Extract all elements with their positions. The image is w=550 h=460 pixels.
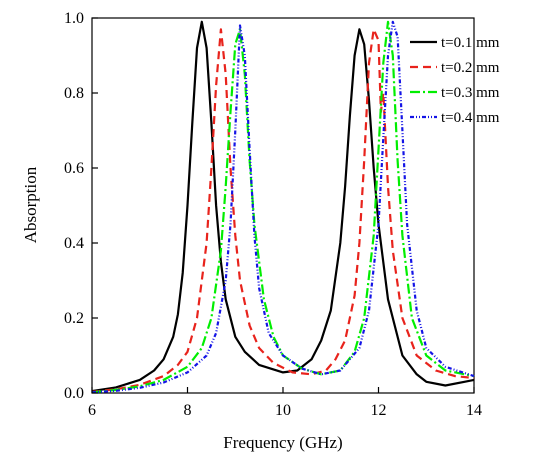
ticks-layer: 6 8 10 12 14 0.0 0.2 0.4 0.6 0.8 1.0 [64, 10, 482, 419]
y-axis-title: Absorption [21, 166, 40, 243]
legend-label-1: t=0.1 mm [441, 35, 500, 51]
x-tick-label: 10 [275, 402, 291, 419]
x-tick-label: 12 [371, 402, 387, 419]
y-tick-label: 0.0 [64, 385, 84, 402]
series-line-1 [91, 20, 475, 393]
y-tick-label: 0.2 [64, 310, 84, 327]
y-tick-label: 0.4 [64, 235, 84, 252]
series-line-3 [91, 20, 475, 394]
series-line-4 [91, 20, 475, 394]
plot-frame [91, 17, 475, 394]
series-line-2 [91, 28, 475, 393]
x-axis-title: Frequency (GHz) [223, 433, 342, 452]
y-tick-label: 1.0 [64, 10, 84, 27]
series-layer [91, 20, 475, 394]
y-tick-label: 0.8 [64, 85, 84, 102]
legend-label-3: t=0.3 mm [441, 85, 500, 101]
y-tick-label: 0.6 [64, 160, 84, 177]
legend: t=0.1 mm t=0.2 mm t=0.3 mm t=0.4 mm [410, 35, 500, 126]
x-tick-label: 14 [466, 402, 482, 419]
x-tick-label: 8 [184, 402, 192, 419]
x-tick-label: 6 [88, 402, 96, 419]
legend-label-4: t=0.4 mm [441, 110, 500, 126]
legend-label-2: t=0.2 mm [441, 60, 500, 76]
